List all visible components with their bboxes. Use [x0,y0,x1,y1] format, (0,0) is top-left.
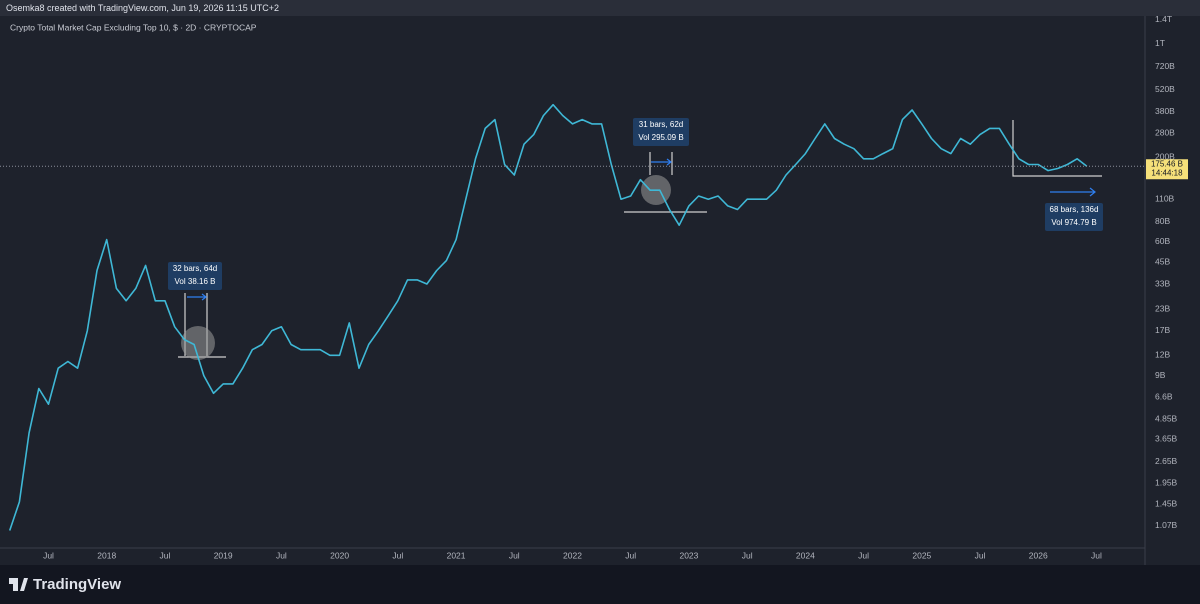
y-tick-label: 720B [1155,61,1175,71]
countdown: 14:44:18 [1151,168,1183,177]
range-bracket [1012,120,1102,177]
x-tick-label: 2020 [330,550,349,560]
y-tick-label: 60B [1155,236,1170,246]
measure-label: 31 bars, 62d [639,120,683,129]
y-tick-label: 33B [1155,278,1170,288]
x-tick-label: 2023 [679,550,698,560]
range-bracket [624,152,707,213]
x-tick-label: Jul [276,550,287,560]
measure-label: Vol 295.09 B [638,133,683,142]
header-bar [0,0,1200,16]
header: Osemka8 created with TradingView.com, Ju… [6,3,279,13]
y-tick-label: 23B [1155,304,1170,314]
measure-shapes [178,120,1102,360]
y-tick-label: 17B [1155,325,1170,335]
x-tick-label: Jul [625,550,636,560]
x-tick-label: 2024 [796,550,815,560]
y-tick-label: 80B [1155,216,1170,226]
measure-box [1045,203,1103,231]
y-tick-label: 9B [1155,370,1166,380]
measure-label: 68 bars, 136d [1050,205,1099,214]
y-tick-label: 45B [1155,256,1170,266]
y-tick-label: 2.65B [1155,456,1178,466]
x-tick-label: 2022 [563,550,582,560]
logo-mark [9,578,18,584]
price-line [8,103,1088,531]
x-tick-label: Jul [392,550,403,560]
x-tick-label: 2019 [214,550,233,560]
y-tick-label: 1.07B [1155,520,1178,530]
y-tick-label: 1.4T [1155,14,1172,24]
range-arrow [187,293,207,301]
logo [9,578,28,591]
x-tick-label: Jul [858,550,869,560]
logo-mark [13,584,18,591]
y-tick-label: 1T [1155,38,1165,48]
highlight-circle [181,326,215,360]
range-arrow [1050,187,1096,197]
y-tick-label: 1.95B [1155,478,1178,488]
measure-label: 32 bars, 64d [173,264,217,273]
x-tick-label: 2025 [912,550,931,560]
x-tick-label: 2021 [447,550,466,560]
y-tick-label: 200B [1155,151,1175,161]
y-tick-label: 110B [1155,193,1175,203]
x-tick-label: Jul [509,550,520,560]
x-tick-label: Jul [742,550,753,560]
y-tick-label: 280B [1155,128,1175,138]
last-price-label: 175.46 B [1151,159,1183,168]
y-tick-label: 1.45B [1155,499,1178,509]
x-tick-label: Jul [975,550,986,560]
footer-bar [0,565,1200,604]
y-tick-label: 520B [1155,84,1175,94]
x-tick-label: Jul [160,550,171,560]
y-tick-label: 12B [1155,350,1170,360]
logo-mark [20,578,28,591]
x-tick-label: Jul [1091,550,1102,560]
y-tick-label: 3.65B [1155,433,1178,443]
price-tag [1146,159,1188,180]
y-tick-label: 6.6B [1155,392,1173,402]
measure-box [633,118,689,146]
x-tick-label: 2018 [97,550,116,560]
y-tick-label: 4.85B [1155,413,1178,423]
measure-label: Vol 974.79 B [1051,218,1096,227]
measure-box [168,262,222,290]
brand: TradingView [33,576,121,593]
chart-title: Crypto Total Market Cap Excluding Top 10… [10,22,257,32]
measure-label: Vol 38.16 B [175,277,216,286]
range-arrow [651,158,672,166]
x-tick-label: 2026 [1029,550,1048,560]
x-tick-label: Jul [43,550,54,560]
y-tick-label: 380B [1155,106,1175,116]
